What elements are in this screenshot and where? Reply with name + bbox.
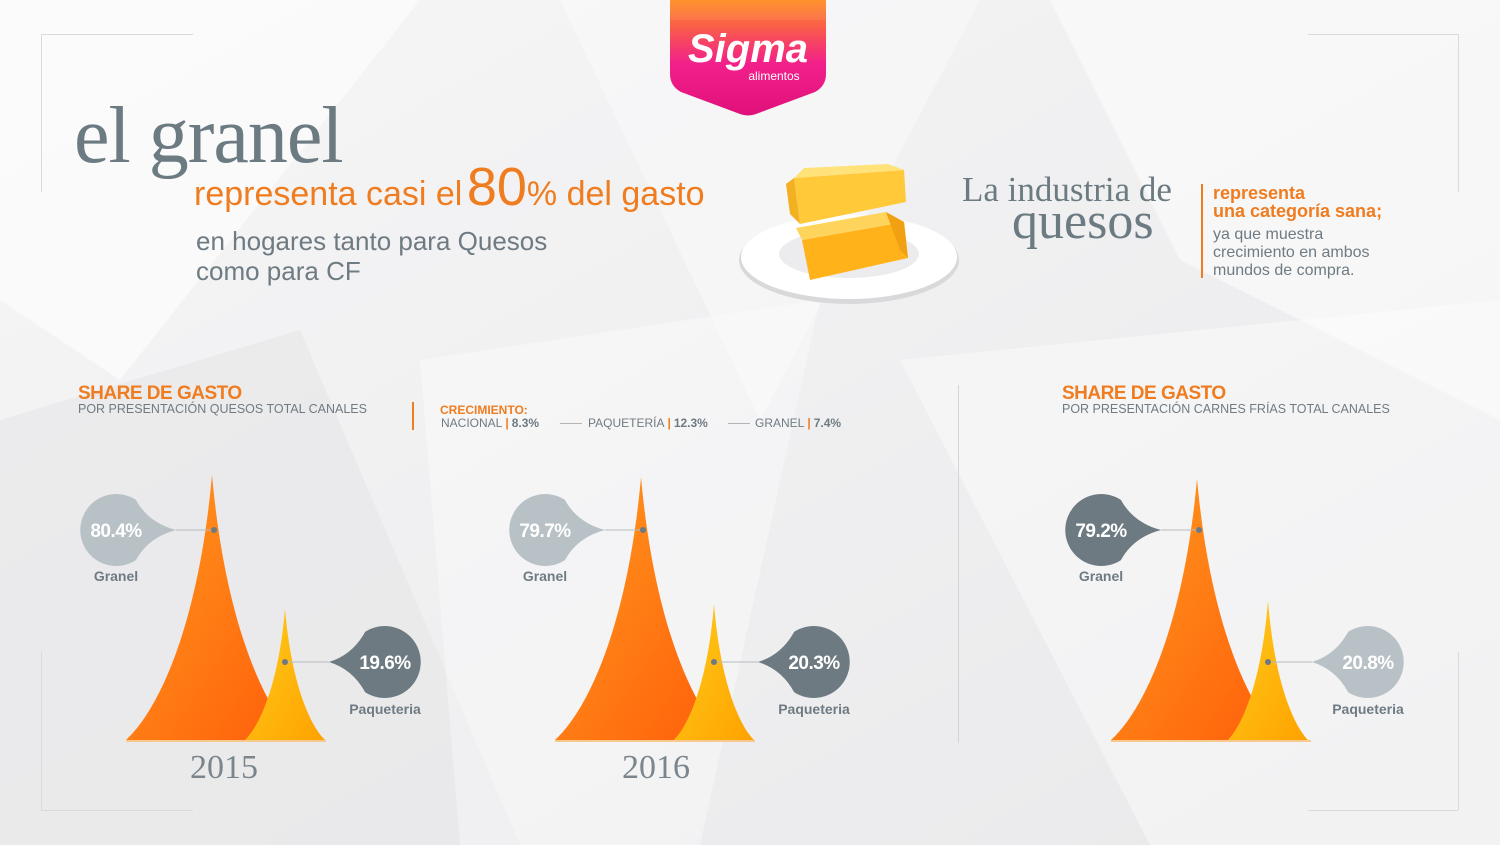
industry-description-line: ya que muestra: [1213, 226, 1324, 243]
growth-connector: [728, 423, 750, 424]
granel-bubble: [80, 494, 176, 566]
growth-item-value: 12.3%: [673, 416, 708, 430]
paqueteria-series-label: Paqueteria: [349, 701, 421, 717]
chart-group: 79.7% Granel 20.3% Paqueteria 2016: [509, 476, 850, 786]
paqueteria-dot: [282, 659, 288, 665]
logo-subtext: alimentos: [748, 69, 799, 83]
frame-line: [41, 34, 42, 192]
industry-highlight-line: representa: [1213, 183, 1306, 203]
paqueteria-value-label: 20.8%: [1342, 653, 1394, 674]
headline-subtitle: en hogares tanto para Quesos como para C…: [196, 226, 547, 286]
sigma-logo: Sigma alimentos: [670, 0, 826, 116]
cheese-plate-icon: [739, 164, 959, 304]
granel-series-label: Granel: [94, 568, 138, 584]
industry-description: ya que muestra crecimiento en ambos mund…: [1213, 226, 1370, 280]
frame-line: [1308, 810, 1458, 811]
growth-item: GRANEL | 7.4%: [755, 416, 842, 430]
paqueteria-spike: [1228, 600, 1308, 740]
granel-dot: [1196, 527, 1202, 533]
year-label: 2015: [190, 749, 258, 786]
industry-description-line: crecimiento en ambos: [1213, 244, 1370, 261]
frame-line: [41, 34, 193, 35]
granel-series-label: Granel: [523, 568, 567, 584]
granel-spike: [126, 474, 298, 740]
industry-highlight: representa una categoría sana;: [1213, 184, 1382, 220]
section-quesos-subtitle: POR PRESENTACIÓN QUESOS TOTAL CANALES: [78, 402, 367, 416]
paqueteria-spike: [245, 608, 325, 740]
growth-connector: [560, 423, 582, 424]
frame-line: [1308, 34, 1458, 35]
growth-divider: [412, 402, 414, 430]
paqueteria-value-label: 19.6%: [359, 653, 411, 674]
chart-baseline: [555, 740, 755, 742]
chart-baseline: [1111, 740, 1311, 742]
frame-line: [1458, 652, 1459, 810]
growth-item: NACIONAL | 8.3%: [441, 416, 540, 430]
granel-value-label: 79.2%: [1075, 521, 1127, 542]
section-quesos-title: SHARE DE GASTO: [78, 383, 242, 404]
growth-item-name: PAQUETERÍA: [588, 416, 665, 430]
headline-highlight: representa casi el 80% del gasto: [194, 160, 705, 214]
headline-subtitle-line: como para CF: [196, 256, 361, 286]
headline-suffix: % del gasto: [526, 175, 705, 213]
paqueteria-bubble: [1312, 626, 1404, 698]
granel-bubble: [509, 494, 605, 566]
section-cf-title: SHARE DE GASTO: [1062, 383, 1226, 404]
headline-value: 80: [466, 157, 527, 217]
industry-divider: [1201, 184, 1203, 278]
growth-item-name: GRANEL: [755, 416, 805, 430]
industry-description-line: mundos de compra.: [1213, 262, 1355, 279]
paqueteria-dot: [711, 659, 717, 665]
industry-title-line1: La industria de: [962, 170, 1172, 209]
frame-line: [1458, 34, 1459, 192]
paqueteria-spike: [674, 603, 754, 740]
growth-item-name: NACIONAL: [441, 416, 503, 430]
frame-line: [41, 652, 42, 810]
headline-subtitle-line: en hogares tanto para Quesos: [196, 226, 548, 256]
chart-baseline: [126, 740, 326, 742]
section-divider: [958, 385, 959, 743]
year-label: 2016: [622, 749, 690, 786]
industry-title-line2: quesos: [1012, 193, 1154, 250]
granel-spike: [555, 476, 727, 740]
headline-title: el granel: [74, 92, 344, 180]
chart-group: 79.2% Granel 20.8% Paqueteria: [1065, 478, 1404, 742]
logo-text: Sigma: [688, 27, 808, 71]
granel-series-label: Granel: [1079, 568, 1123, 584]
chart-group: 80.4% Granel 19.6% Paqueteria 2015: [80, 474, 421, 786]
frame-line: [41, 810, 193, 811]
paqueteria-bubble: [329, 626, 421, 698]
granel-value-label: 80.4%: [90, 521, 142, 542]
granel-value-label: 79.7%: [519, 521, 571, 542]
section-cf-subtitle: POR PRESENTACIÓN CARNES FRÍAS TOTAL CANA…: [1062, 402, 1390, 416]
growth-label: CRECIMIENTO:: [440, 403, 528, 417]
growth-item-value: 7.4%: [813, 416, 842, 430]
granel-dot: [640, 527, 646, 533]
paqueteria-series-label: Paqueteria: [778, 701, 850, 717]
paqueteria-bubble: [758, 626, 850, 698]
growth-item-value: 8.3%: [511, 416, 540, 430]
growth-item: PAQUETERÍA | 12.3%: [588, 416, 708, 430]
granel-spike: [1111, 478, 1283, 740]
paqueteria-value-label: 20.3%: [788, 653, 840, 674]
paqueteria-dot: [1265, 659, 1271, 665]
granel-bubble: [1065, 494, 1161, 566]
headline-prefix: representa casi el: [194, 175, 463, 213]
industry-highlight-line: una categoría sana;: [1213, 201, 1383, 221]
paqueteria-series-label: Paqueteria: [1332, 701, 1404, 717]
granel-dot: [211, 527, 217, 533]
